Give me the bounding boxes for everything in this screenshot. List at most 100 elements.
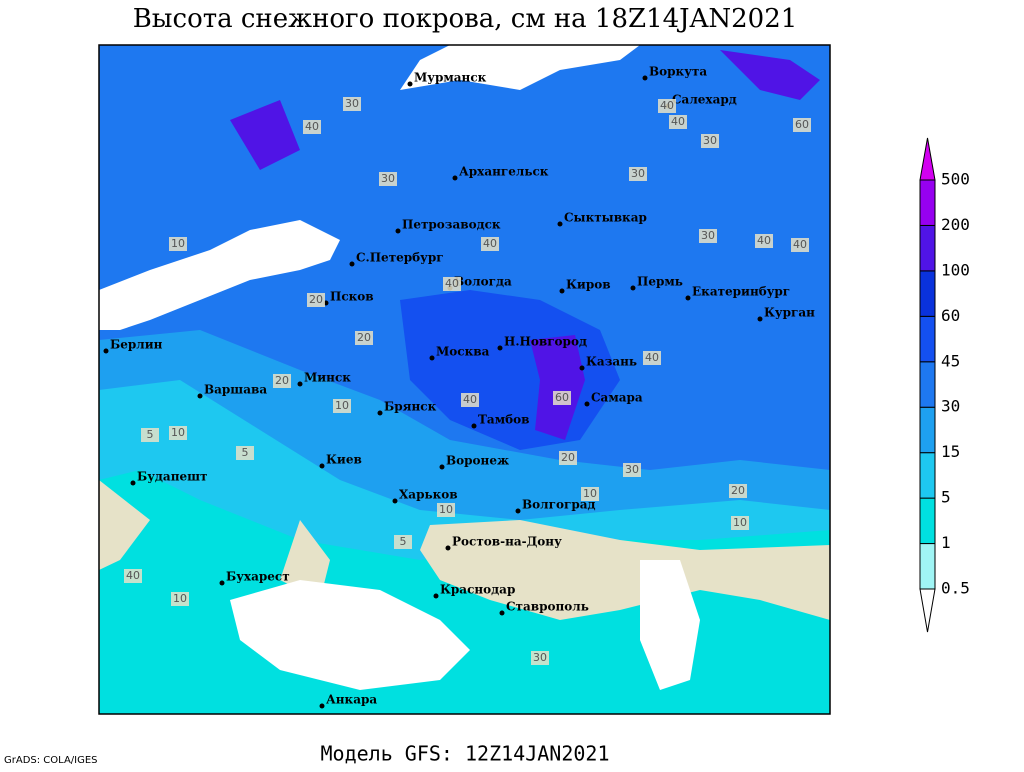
contour-label: 20 — [357, 331, 371, 344]
city-dot — [349, 261, 355, 267]
colorbar-label: 1 — [941, 533, 951, 552]
city-label: Минск — [304, 371, 351, 385]
city-label: Вологда — [454, 275, 512, 289]
city-dot — [439, 464, 445, 470]
colorbar-bottom-arrow — [919, 588, 936, 633]
contour-label: 10 — [439, 503, 453, 516]
contour-label: 30 — [625, 463, 639, 476]
contour-label: 40 — [463, 393, 477, 406]
city-label: Тамбов — [478, 413, 529, 427]
city-label: Казань — [586, 355, 637, 369]
city-label: Архангельск — [459, 165, 549, 179]
city-label: Сыктывкар — [564, 211, 647, 225]
city-dot — [579, 365, 585, 371]
contour-label-box — [791, 238, 809, 252]
contour-label-box — [273, 374, 291, 388]
contour-label: 20 — [561, 451, 575, 464]
contour-label: 40 — [645, 351, 659, 364]
colorbar-label: 100 — [941, 260, 970, 279]
city-dot — [319, 703, 325, 709]
contour-label-box — [553, 391, 571, 405]
city-dot — [219, 580, 225, 586]
colorbar-top-arrow — [919, 137, 936, 181]
city-label: Киров — [566, 278, 611, 292]
contour-label: 5 — [147, 428, 154, 441]
city-dot — [392, 498, 398, 504]
city-label: Краснодар — [440, 583, 515, 597]
contour-label-box — [669, 115, 687, 129]
city-dot — [130, 480, 136, 486]
city-label: Псков — [330, 290, 374, 304]
contour-label-box — [629, 167, 647, 181]
city-label: Воркута — [649, 65, 707, 79]
contour-label: 60 — [795, 118, 809, 131]
contour-label: 10 — [335, 399, 349, 412]
contour-label: 30 — [703, 134, 717, 147]
colorbar-label: 200 — [941, 215, 970, 234]
contour-label-box — [333, 399, 351, 413]
city-dot — [407, 81, 413, 87]
colorbar-label: 500 — [941, 170, 970, 189]
city-dot — [197, 393, 203, 399]
city-label: Анкара — [326, 693, 377, 707]
city-label: Киев — [326, 453, 362, 467]
contour-label-box — [355, 331, 373, 345]
city-dot — [395, 228, 401, 234]
colorbar-cell — [919, 224, 936, 272]
colorbar-label: 30 — [941, 397, 960, 416]
city-label: Петрозаводск — [402, 218, 501, 232]
contour-label-box — [581, 487, 599, 501]
contour-label-box — [793, 118, 811, 132]
colorbar-label: 45 — [941, 351, 960, 370]
city-label: Ставрополь — [506, 600, 589, 614]
contour-label-box — [699, 229, 717, 243]
contour-label: 40 — [757, 234, 771, 247]
city-label: Екатеринбург — [692, 285, 790, 299]
title: Высота снежного покрова, см на 18Z14JAN2… — [133, 4, 798, 34]
field-100 — [530, 335, 585, 440]
colorbar-cell — [919, 543, 936, 590]
colorbar-cell — [919, 406, 936, 454]
city-label: Самара — [591, 391, 643, 405]
colorbar-label: 60 — [941, 306, 960, 325]
contour-label: 40 — [671, 115, 685, 128]
city-dot — [757, 316, 763, 322]
colorbar-cell — [919, 315, 936, 363]
contour-label-box — [169, 426, 187, 440]
contour-label-box — [141, 428, 159, 442]
contour-label-box — [379, 172, 397, 186]
city-dot — [685, 295, 691, 301]
city-dot — [515, 508, 521, 514]
contour-label-box — [236, 446, 254, 460]
colorbar-cell — [919, 452, 936, 499]
colorbar-cell — [919, 179, 936, 226]
city-label: Воронеж — [446, 454, 509, 468]
contour-label: 10 — [171, 237, 185, 250]
map-field — [99, 45, 830, 714]
contour-label: 20 — [731, 484, 745, 497]
city-label: Бухарест — [226, 570, 290, 584]
city-label: Волгоград — [522, 498, 595, 512]
contour-label-box — [481, 237, 499, 251]
city-dot — [630, 285, 636, 291]
city-dot — [377, 410, 383, 416]
city-label: С.Петербург — [356, 251, 444, 265]
contour-label: 10 — [171, 426, 185, 439]
city-dot — [584, 401, 590, 407]
city-dot — [452, 175, 458, 181]
caspian-sea — [640, 560, 700, 690]
city-dot — [297, 381, 303, 387]
contour-label: 40 — [305, 120, 319, 133]
contour-label-box — [643, 351, 661, 365]
barents-sea — [400, 45, 640, 90]
contour-label: 10 — [733, 516, 747, 529]
colorbar-label: 0.5 — [941, 579, 970, 598]
contour-label-box — [343, 97, 361, 111]
contour-label: 10 — [173, 592, 187, 605]
baltic-sea — [99, 220, 340, 330]
city-dot — [319, 463, 325, 469]
contour-label: 5 — [400, 535, 407, 548]
field-100-north — [230, 50, 820, 170]
city-dot — [497, 345, 503, 351]
